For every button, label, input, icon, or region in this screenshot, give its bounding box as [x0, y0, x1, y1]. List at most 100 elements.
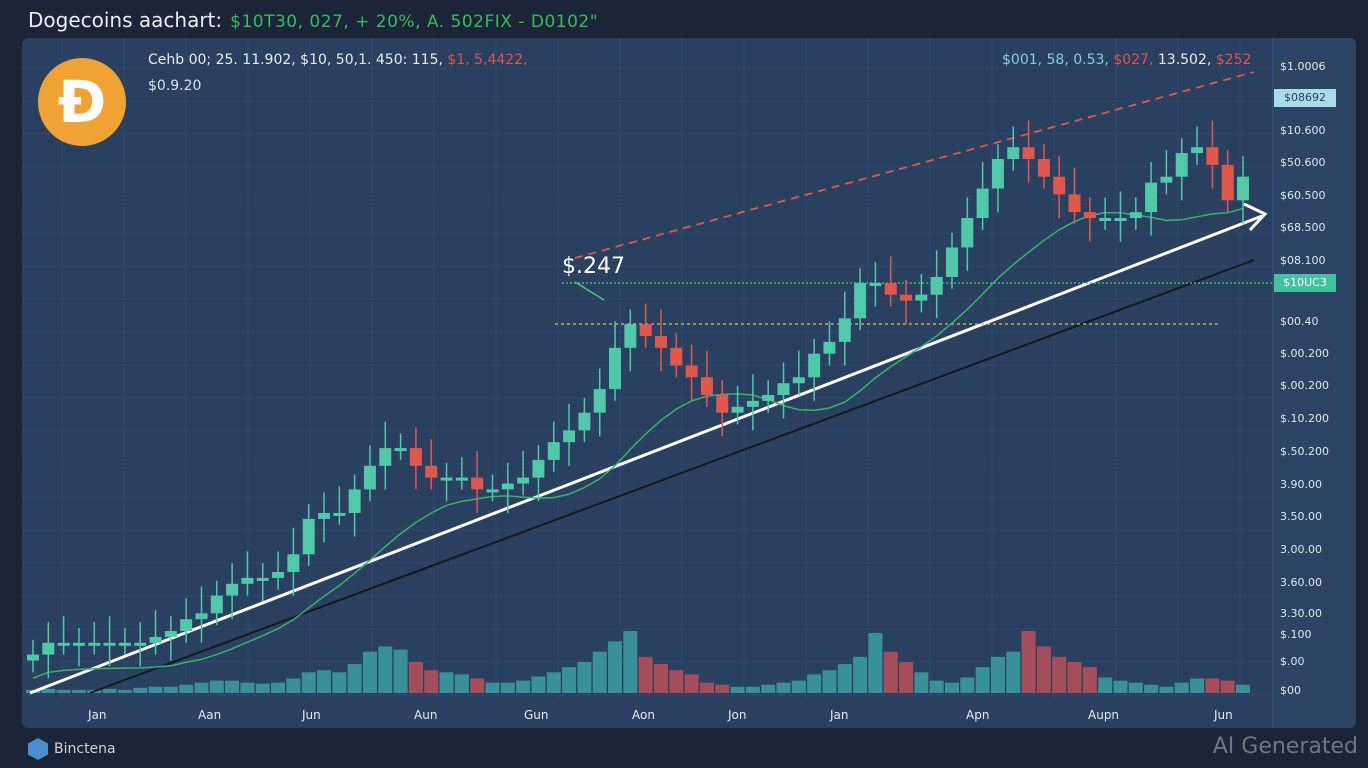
- candle-body: [869, 282, 882, 286]
- volume-bar: [271, 682, 286, 693]
- volume-bar: [960, 677, 975, 693]
- candle-body: [57, 642, 70, 646]
- candle-body: [471, 477, 484, 490]
- volume-bar: [71, 689, 86, 693]
- volume-bar: [408, 662, 423, 693]
- candle-body: [195, 613, 208, 620]
- volume-bar: [1144, 684, 1159, 693]
- candle-body: [363, 465, 376, 490]
- volume-bar: [1052, 656, 1067, 693]
- moving-average-line: [32, 207, 1244, 679]
- volume-bar: [1174, 682, 1189, 693]
- candle-body: [118, 642, 131, 646]
- candle-body: [884, 282, 897, 295]
- ohlc-values: Cehb 00; 25. 11.902, $10, 50,1. 450: 115…: [148, 52, 443, 68]
- x-tick-label: Aon: [632, 708, 655, 722]
- candle-body: [409, 448, 422, 466]
- volume-bar: [209, 680, 224, 693]
- candle-body: [792, 377, 805, 384]
- trend-line: [29, 214, 1263, 695]
- volume-bar: [638, 656, 653, 693]
- dogecoin-logo-icon: Ð: [38, 58, 126, 146]
- candle-body: [700, 377, 713, 395]
- volume-bar: [56, 689, 71, 693]
- volume-bar: [347, 664, 362, 693]
- candle-body: [915, 294, 928, 301]
- volume-bar: [1006, 651, 1021, 693]
- volume-bar: [485, 682, 500, 693]
- volume-bar: [577, 662, 592, 693]
- volume-bar: [929, 680, 944, 693]
- candle-body: [838, 318, 851, 342]
- volume-bar: [883, 651, 898, 693]
- volume-bar: [1036, 646, 1051, 693]
- candle-body: [961, 218, 974, 248]
- volume-bar: [286, 678, 301, 693]
- y-tick-label: 3.00.00: [1280, 543, 1322, 556]
- candle-body: [226, 583, 239, 596]
- candle-body: [1022, 147, 1035, 159]
- candle-body: [578, 412, 591, 431]
- volume-bar: [255, 683, 270, 693]
- candle-body: [731, 406, 744, 413]
- candle-body: [823, 341, 836, 354]
- candle-body: [976, 188, 989, 218]
- title-main: Dogecoins aachart:: [28, 8, 223, 32]
- candle-body: [287, 554, 300, 572]
- volume-bar: [623, 631, 638, 693]
- volume-bar: [807, 674, 822, 693]
- support-line: [89, 259, 1255, 694]
- volume-bar: [148, 686, 163, 693]
- candle-body: [1206, 147, 1219, 165]
- y-tick-label: $.00: [1280, 655, 1305, 668]
- volume-bar: [853, 656, 868, 693]
- candle-body: [164, 631, 177, 637]
- volume-bar: [301, 672, 316, 693]
- candle-body: [1145, 182, 1158, 213]
- current-price: $0.9.20: [148, 78, 202, 94]
- candle-body: [777, 383, 790, 395]
- candle-body: [654, 336, 667, 348]
- volume-bar: [914, 672, 929, 693]
- volume-bar: [225, 680, 240, 693]
- candle-body: [333, 513, 346, 516]
- candle-body: [1037, 159, 1050, 177]
- price-badge-top: $08692: [1274, 89, 1336, 107]
- candle-body: [1175, 153, 1188, 177]
- price-axis: [1272, 38, 1356, 728]
- candle-body: [808, 353, 821, 378]
- volume-bar: [1067, 662, 1082, 693]
- x-tick-label: Aun: [414, 708, 438, 722]
- volume-bar: [117, 689, 132, 693]
- volume-bar: [362, 651, 377, 693]
- volume-bar: [730, 686, 745, 693]
- candle-body: [1114, 218, 1127, 221]
- y-tick-label: $10.600: [1280, 124, 1326, 137]
- candle-body: [762, 395, 775, 401]
- y-tick-label: $08.100: [1280, 254, 1326, 267]
- candle-body: [1129, 212, 1142, 218]
- x-tick-label: Aan: [198, 708, 222, 722]
- candle-body: [455, 477, 468, 481]
- candle-body: [180, 619, 193, 631]
- volume-bar: [194, 682, 209, 693]
- candle-body: [945, 247, 958, 277]
- volume-bar: [715, 684, 730, 693]
- trend-arrow-icon: [1243, 202, 1268, 232]
- annotation-arrow-icon: [574, 281, 605, 301]
- volume-bar: [378, 646, 393, 693]
- ohlc-change: $1, 5,4422,: [447, 52, 528, 68]
- y-tick-label: 3.90.00: [1280, 478, 1322, 491]
- y-tick-label: 3.60.00: [1280, 576, 1322, 589]
- volume-bar: [500, 682, 515, 693]
- x-tick-label: Jon: [728, 708, 747, 722]
- candle-body: [88, 642, 101, 646]
- candle-body: [256, 577, 269, 581]
- volume-bar: [1190, 678, 1205, 693]
- volume-bar: [684, 674, 699, 693]
- y-tick-label: $.10.200: [1280, 412, 1329, 425]
- candle-body: [1068, 194, 1081, 213]
- volume-bar: [1021, 631, 1036, 693]
- ohlc-header: Cehb 00; 25. 11.902, $10, 50,1. 450: 115…: [148, 52, 528, 68]
- volume-bar: [761, 684, 776, 693]
